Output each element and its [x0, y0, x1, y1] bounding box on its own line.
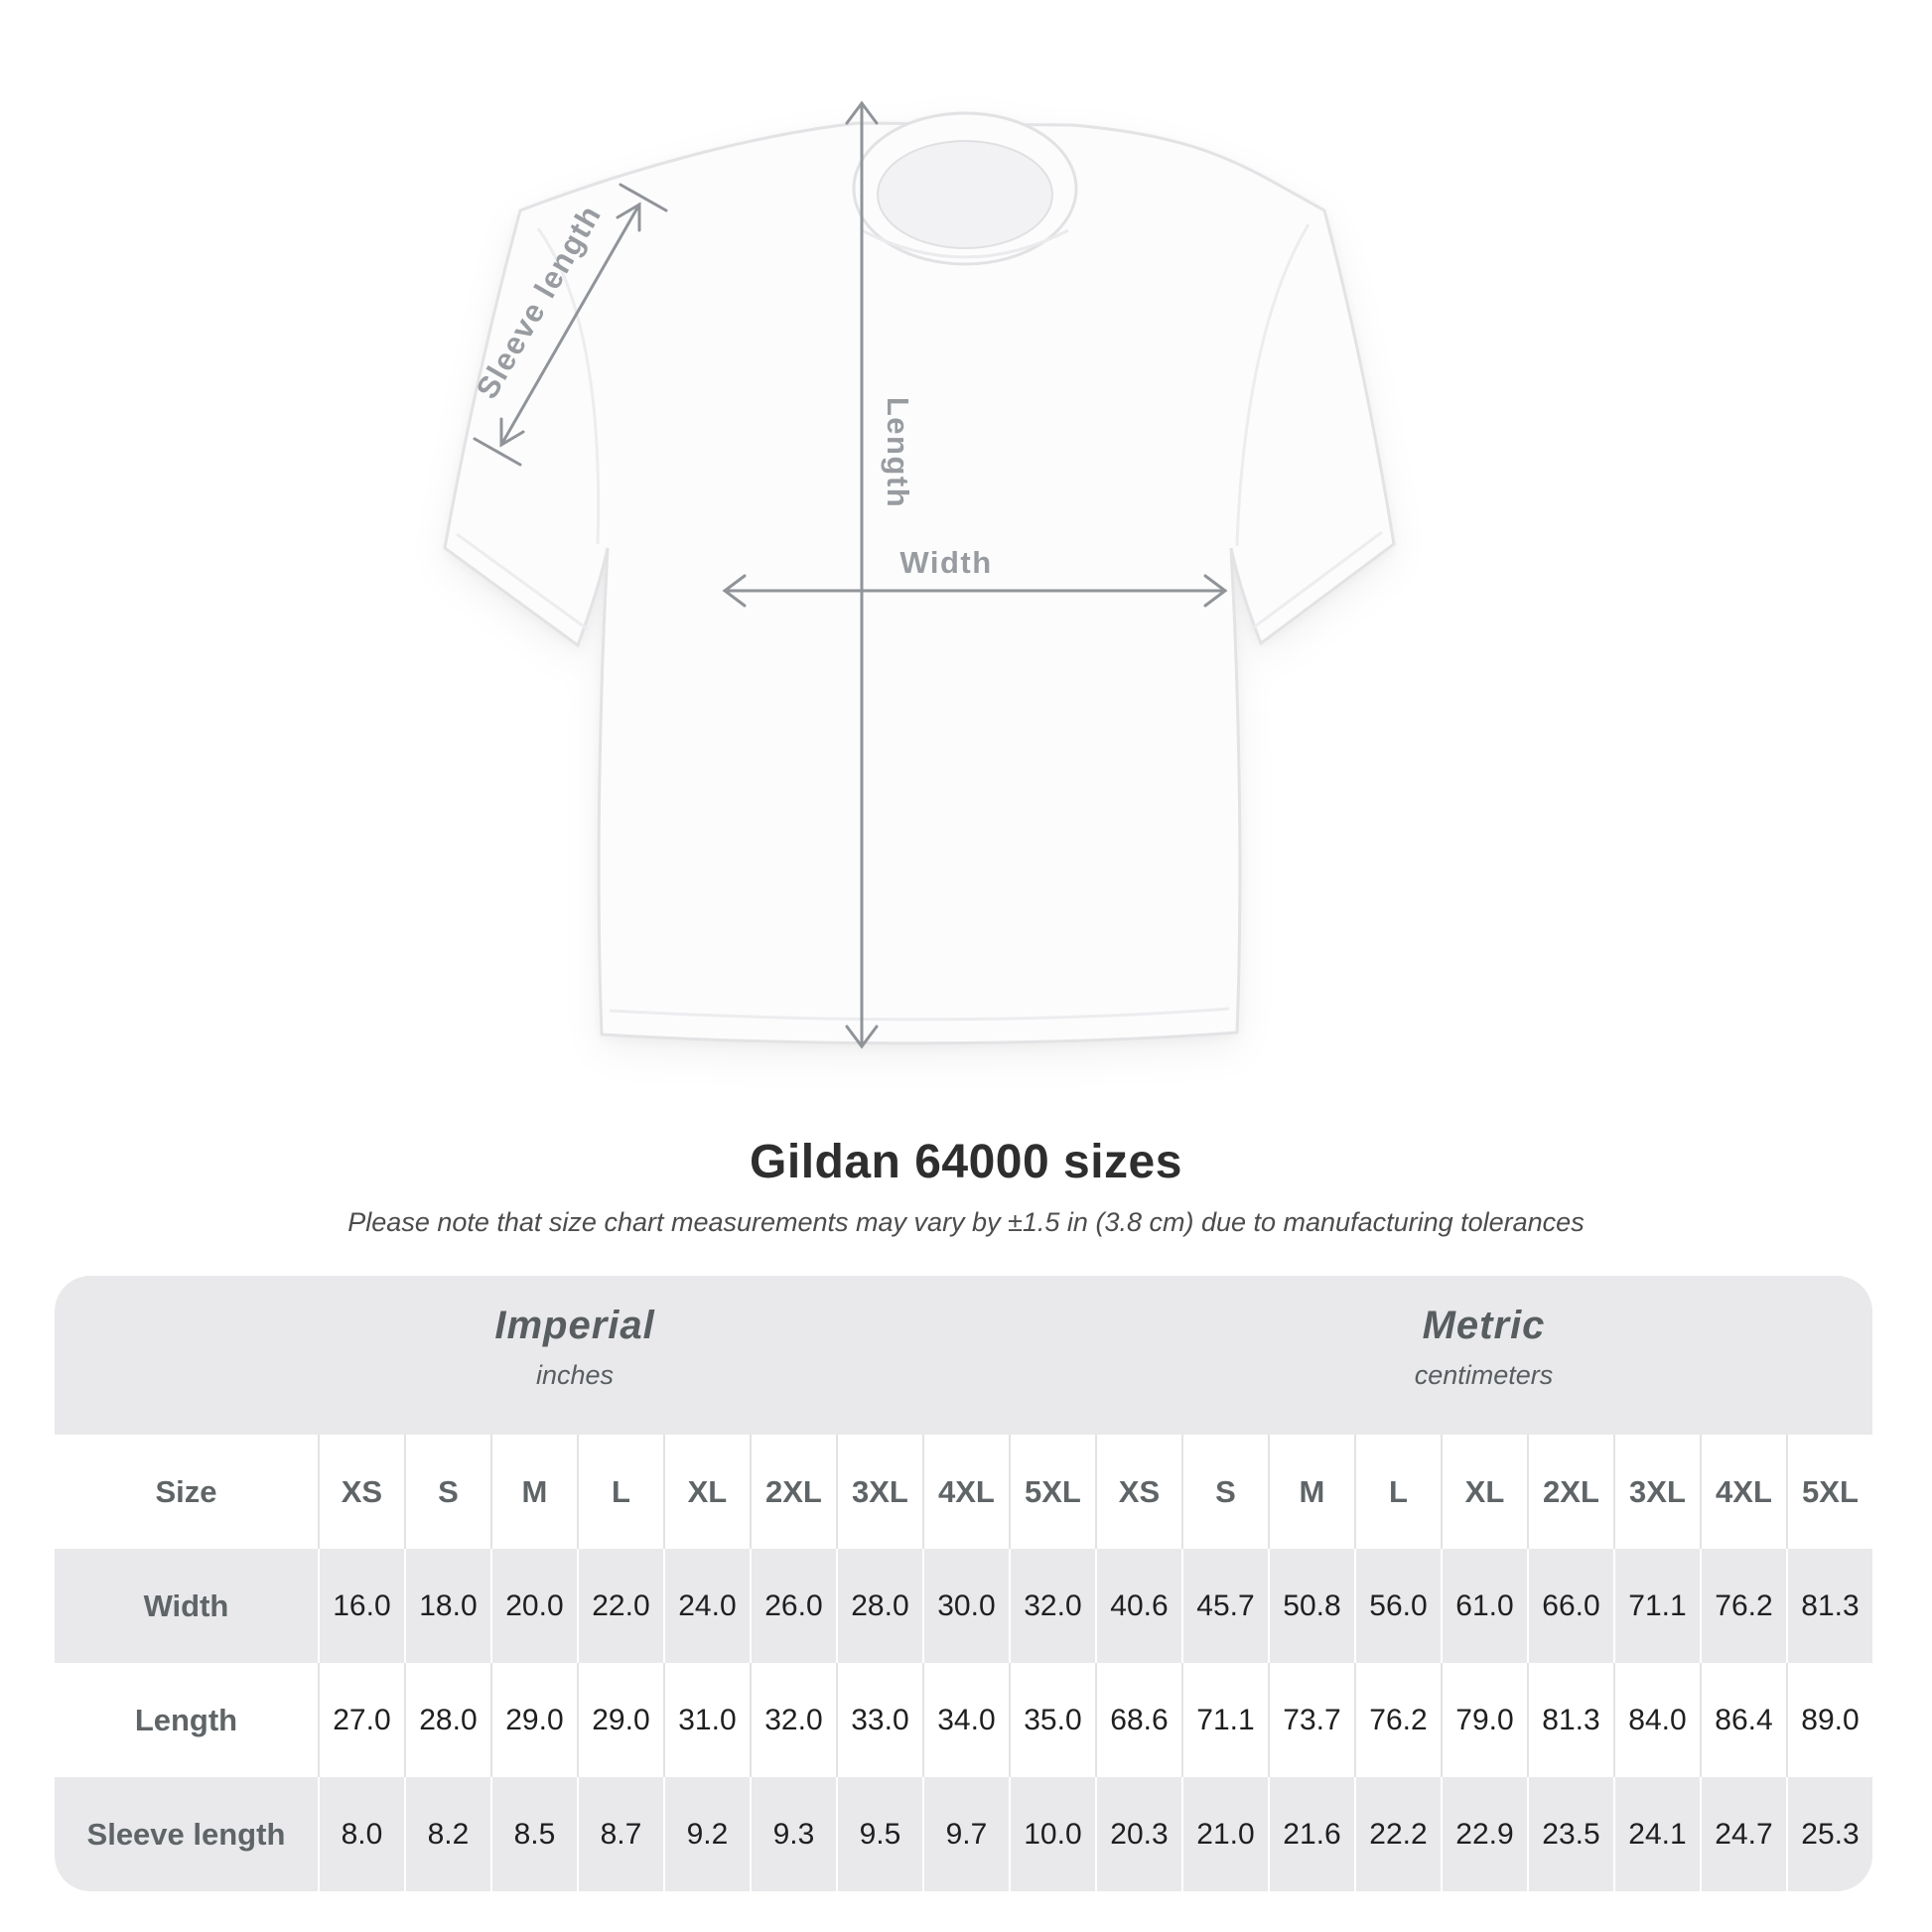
measurement-arrows: [473, 100, 1228, 1049]
size-cell: 2XL: [1526, 1435, 1613, 1549]
value-cell: 10.0: [1008, 1777, 1095, 1891]
row-label: Width: [143, 1587, 229, 1623]
size-cell: M: [1267, 1435, 1354, 1549]
value-cell: 24.7: [1699, 1777, 1786, 1891]
value-cell: 26.0: [749, 1549, 836, 1663]
value-cell: 22.2: [1353, 1777, 1441, 1891]
value-cell: 89.0: [1785, 1663, 1872, 1777]
metric-title: Metric: [1422, 1304, 1546, 1347]
value-cell: 18.0: [403, 1549, 490, 1663]
tshirt-image: [443, 111, 1396, 1045]
value-cell: 20.3: [1094, 1777, 1181, 1891]
table-body: Width 16.0 18.0 20.0 22.0 24.0 26.0 28.0 30.0 32.…: [55, 1549, 1872, 1891]
value-cell: 56.0: [1353, 1549, 1441, 1663]
value-cell: 24.0: [662, 1549, 750, 1663]
value-cell: 33.0: [835, 1663, 922, 1777]
size-cell: XS: [1094, 1435, 1181, 1549]
size-cell: S: [403, 1435, 490, 1549]
value-cell: 28.0: [403, 1663, 490, 1777]
value-cell: 86.4: [1699, 1663, 1786, 1777]
length-arrow: [845, 100, 879, 1049]
value-cell: 71.1: [1180, 1663, 1268, 1777]
size-cell: M: [489, 1435, 577, 1549]
size-cell: 5XL: [1785, 1435, 1872, 1549]
value-cell: 81.3: [1785, 1549, 1872, 1663]
value-cell: 9.2: [662, 1777, 750, 1891]
size-cell: L: [576, 1435, 663, 1549]
value-cell: 30.0: [921, 1549, 1009, 1663]
value-cell: 79.0: [1440, 1663, 1527, 1777]
size-cell: XL: [662, 1435, 750, 1549]
value-cell: 32.0: [1008, 1549, 1095, 1663]
value-cell: 34.0: [921, 1663, 1009, 1777]
value-cell: 31.0: [662, 1663, 750, 1777]
tshirt-diagram: [443, 100, 1396, 1049]
value-cell: 9.7: [921, 1777, 1009, 1891]
value-cell: 84.0: [1612, 1663, 1700, 1777]
size-cell: XL: [1440, 1435, 1527, 1549]
imperial-title: Imperial: [494, 1304, 655, 1347]
page-title: Gildan 64000 sizes: [750, 1136, 1182, 1188]
row-label: Length: [134, 1702, 238, 1737]
width-arrow: [722, 574, 1228, 608]
value-cell: 9.5: [835, 1777, 922, 1891]
value-cell: 73.7: [1267, 1663, 1354, 1777]
value-cell: 61.0: [1440, 1549, 1527, 1663]
value-cell: 8.7: [576, 1777, 663, 1891]
size-column-header: Size: [155, 1473, 217, 1509]
value-cell: 29.0: [489, 1663, 577, 1777]
value-cell: 28.0: [835, 1549, 922, 1663]
size-cell: 5XL: [1008, 1435, 1095, 1549]
sleeve-length-arrow: [473, 183, 668, 467]
size-cell: L: [1353, 1435, 1441, 1549]
value-cell: 22.0: [576, 1549, 663, 1663]
width-label: Width: [899, 545, 993, 580]
length-label: Length: [881, 396, 915, 509]
value-cell: 76.2: [1699, 1549, 1786, 1663]
value-cell: 21.6: [1267, 1777, 1354, 1891]
size-cell: S: [1180, 1435, 1268, 1549]
value-cell: 45.7: [1180, 1549, 1268, 1663]
value-cell: 76.2: [1353, 1663, 1441, 1777]
value-cell: 8.0: [317, 1777, 404, 1891]
value-cell: 16.0: [317, 1549, 404, 1663]
size-table: Imperial inches Metric centimeters Size …: [55, 1276, 1872, 1891]
value-cell: 24.1: [1612, 1777, 1700, 1891]
value-cell: 8.5: [489, 1777, 577, 1891]
table-row: Length 27.0 28.0 29.0 29.0 31.0 32.0 33.0 34.0 35…: [55, 1663, 1872, 1777]
size-cell: 3XL: [1612, 1435, 1700, 1549]
size-cell: 2XL: [749, 1435, 836, 1549]
unit-header-band: Imperial inches Metric centimeters: [55, 1276, 1872, 1435]
value-cell: 21.0: [1180, 1777, 1268, 1891]
imperial-header: Imperial inches: [55, 1276, 1096, 1435]
value-cell: 23.5: [1526, 1777, 1613, 1891]
table-row: Width 16.0 18.0 20.0 22.0 24.0 26.0 28.0 30.0 32.…: [55, 1549, 1872, 1663]
size-header-row: Size XS S M L XL 2XL 3XL 4XL 5XL XS S M L XL 2XL 3XL 4XL…: [55, 1435, 1872, 1549]
value-cell: 68.6: [1094, 1663, 1181, 1777]
value-cell: 22.9: [1440, 1777, 1527, 1891]
value-cell: 66.0: [1526, 1549, 1613, 1663]
value-cell: 50.8: [1267, 1549, 1354, 1663]
page-subtitle: Please note that size chart measurements…: [347, 1207, 1585, 1237]
value-cell: 27.0: [317, 1663, 404, 1777]
metric-header: Metric centimeters: [1095, 1276, 1872, 1435]
size-cell: 4XL: [1699, 1435, 1786, 1549]
table-row: Sleeve length 8.0 8.2 8.5 8.7 9.2 9.3 9.5 9.7 10.…: [55, 1777, 1872, 1891]
value-cell: 8.2: [403, 1777, 490, 1891]
value-cell: 71.1: [1612, 1549, 1700, 1663]
imperial-unit: inches: [536, 1360, 615, 1390]
size-cell: XS: [317, 1435, 404, 1549]
value-cell: 35.0: [1008, 1663, 1095, 1777]
value-cell: 32.0: [749, 1663, 836, 1777]
value-cell: 40.6: [1094, 1549, 1181, 1663]
value-cell: 25.3: [1785, 1777, 1872, 1891]
size-cell: 3XL: [835, 1435, 922, 1549]
value-cell: 29.0: [576, 1663, 663, 1777]
value-cell: 81.3: [1526, 1663, 1613, 1777]
value-cell: 20.0: [489, 1549, 577, 1663]
row-label: Sleeve length: [86, 1816, 286, 1852]
metric-unit: centimeters: [1414, 1360, 1554, 1390]
size-cell: 4XL: [921, 1435, 1009, 1549]
value-cell: 9.3: [749, 1777, 836, 1891]
